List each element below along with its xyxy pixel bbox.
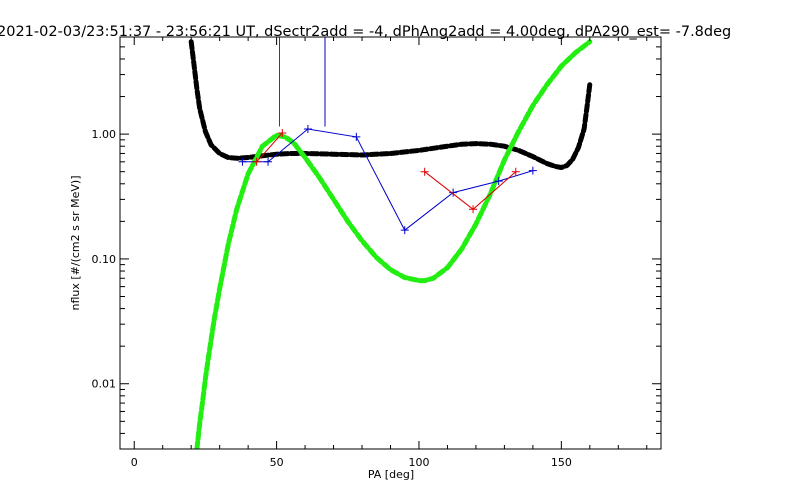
x-axis-label: PA [deg] [368, 468, 414, 481]
series-2-point [494, 177, 503, 186]
y-tick-label: 0.10 [92, 253, 117, 266]
series-3-point [420, 167, 429, 176]
x-tick-label: 0 [131, 456, 138, 469]
chart-title: 2021-02-03/23:51:37 - 23:56:21 UT, dSect… [0, 24, 731, 40]
series-2-point [400, 226, 409, 235]
x-tick-label: 150 [551, 456, 572, 469]
plot-data-layer [188, 37, 593, 449]
series-2-point [238, 157, 247, 166]
axis-ticks: 0 50 100 150 0.01 0.10 1.00 [92, 36, 661, 469]
x-tick-label: 50 [270, 456, 284, 469]
series-2-point [264, 157, 273, 166]
series-2-point [303, 124, 312, 133]
series-1-line [194, 39, 593, 449]
series-3-point [511, 167, 520, 176]
series-2-line [242, 128, 534, 231]
series-4-point [278, 129, 287, 138]
x-tick-label: 100 [408, 456, 429, 469]
series-3-point [469, 205, 478, 214]
series-2-point [528, 166, 537, 175]
y-tick-label: 1.00 [92, 128, 117, 141]
series-2-point [449, 188, 458, 197]
series-2-point [352, 132, 361, 141]
series-4-point [252, 157, 261, 166]
y-tick-label: 0.01 [92, 378, 117, 391]
series-0-line [188, 39, 593, 170]
series-4-line [256, 132, 283, 163]
y-axis-label: nflux [#/(cm2 s sr MeV)] [69, 176, 82, 311]
